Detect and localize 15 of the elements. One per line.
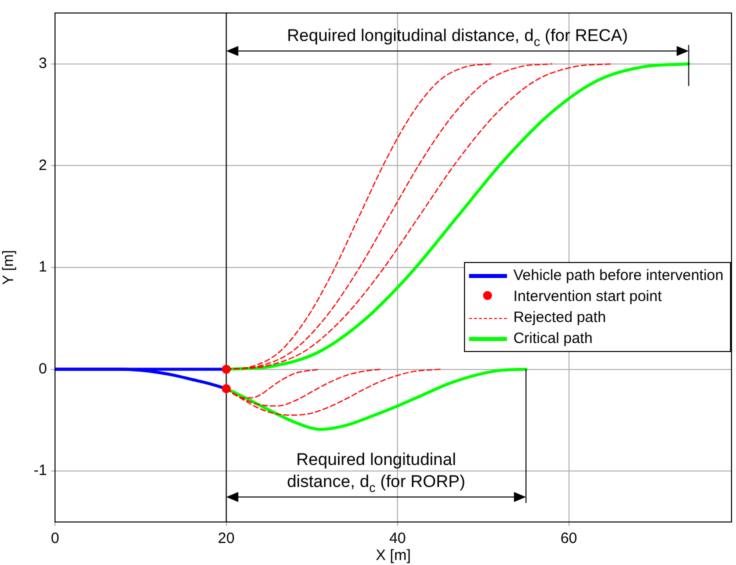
legend-label: Rejected path — [513, 308, 606, 328]
x-tick-label: 20 — [218, 530, 235, 548]
x-tick-label: 40 — [389, 530, 406, 548]
y-tick-label: 3 — [38, 55, 47, 72]
y-tick-label: 2 — [38, 156, 47, 174]
x-tick-label: 0 — [50, 530, 60, 548]
legend-label: Vehicle path before intervention — [513, 266, 724, 286]
y-tick-label: 0 — [38, 360, 47, 378]
x-axis-title: X [m] — [376, 547, 411, 564]
y-axis-title: Y [m] — [0, 250, 18, 285]
y-tick-label: -1 — [34, 462, 47, 480]
x-tick-label: 60 — [560, 530, 578, 548]
legend-label: Critical path — [513, 328, 593, 348]
legend-label: Intervention start point — [513, 286, 662, 306]
y-tick-label: 1 — [38, 258, 47, 276]
